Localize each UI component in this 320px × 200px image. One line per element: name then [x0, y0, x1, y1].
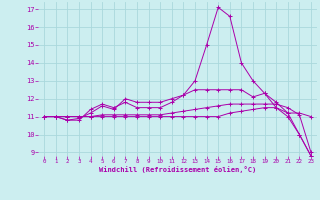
X-axis label: Windchill (Refroidissement éolien,°C): Windchill (Refroidissement éolien,°C) [99, 166, 256, 173]
